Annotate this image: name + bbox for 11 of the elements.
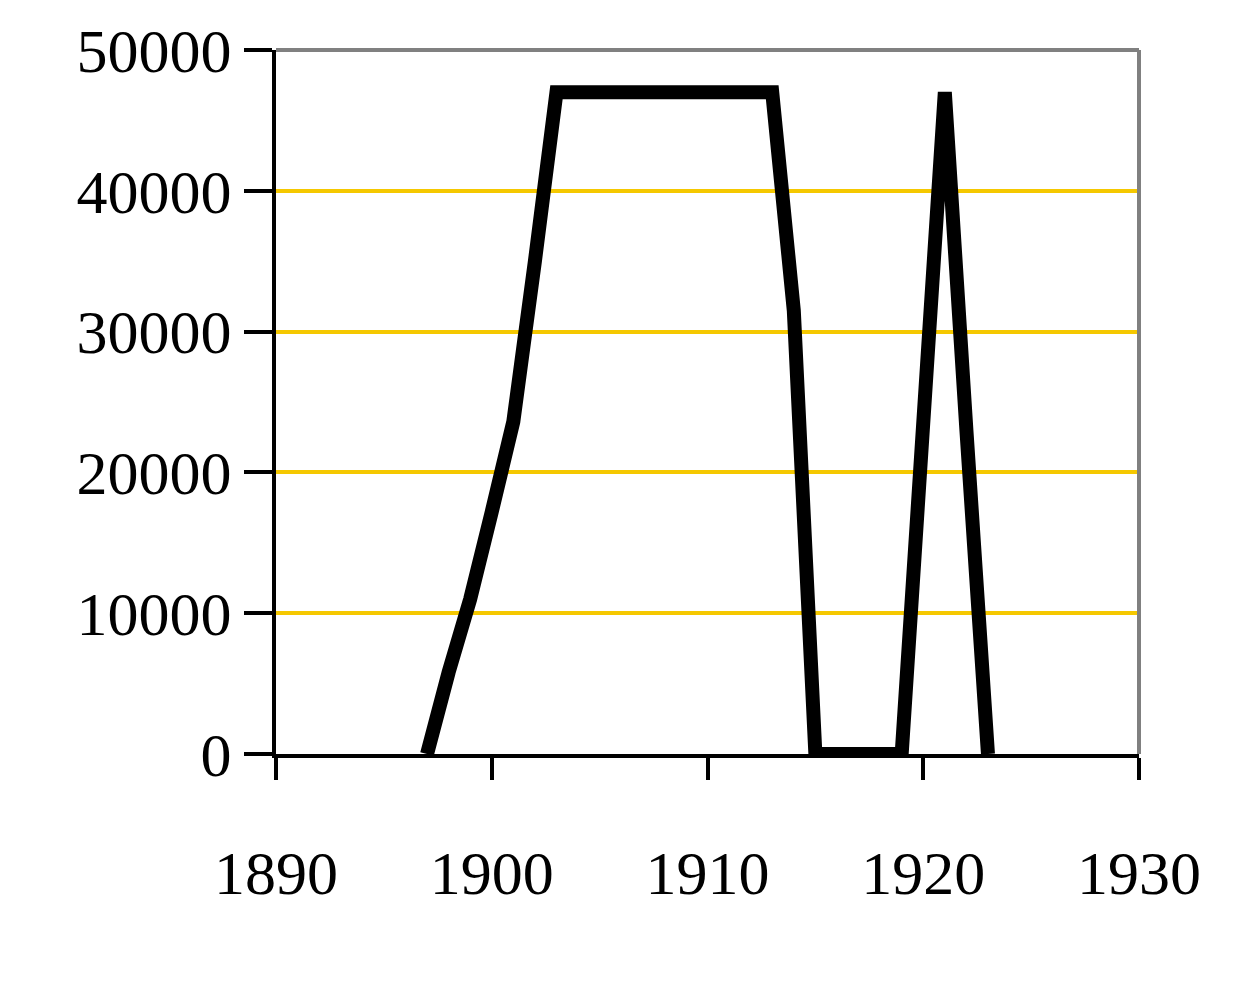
x-tick-label: 1930 [1077,839,1201,908]
x-tick-label: 1920 [861,839,986,908]
x-tick-label: 1890 [214,839,338,908]
y-tick-label: 50000 [76,16,232,85]
x-tick-label: 1910 [645,839,770,908]
y-tick-label: 0 [200,720,232,789]
y-tick-label: 40000 [76,157,232,226]
y-tick-label: 20000 [76,439,232,508]
y-tick-label: 10000 [76,579,232,648]
x-tick-label: 1900 [429,839,554,908]
y-tick-label: 30000 [76,298,232,367]
